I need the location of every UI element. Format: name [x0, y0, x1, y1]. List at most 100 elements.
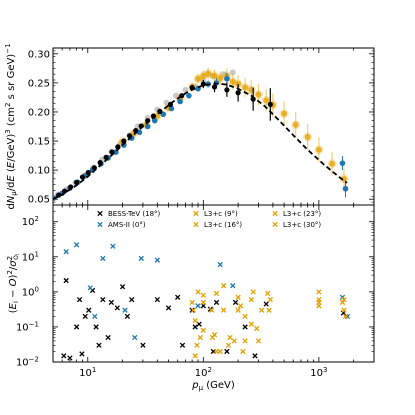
- l3c-marker: [240, 348, 246, 355]
- y-tick-label: 0.05: [28, 195, 50, 206]
- besstev-marker: [119, 284, 126, 290]
- besstev-marker: [63, 277, 69, 284]
- besstev-marker: [76, 296, 83, 303]
- x-tick-label: 101: [79, 366, 96, 379]
- ams-point: [339, 160, 346, 166]
- besstev-marker: [192, 324, 198, 330]
- l3c-marker-stroke: [341, 307, 347, 313]
- besstev-marker-stroke: [263, 301, 269, 307]
- l3c-marker-stroke: [192, 318, 198, 324]
- amsii-marker-stroke: [154, 257, 161, 263]
- amsii-marker-stroke: [138, 255, 144, 262]
- l3c-marker-stroke: [189, 299, 195, 306]
- ams-point: [177, 98, 183, 105]
- besstev-marker-stroke: [100, 296, 106, 303]
- l3c-marker: [254, 325, 260, 332]
- l3c-marker-stroke: [197, 334, 203, 341]
- l3c-marker: [189, 299, 195, 306]
- l3c-marker: [235, 307, 241, 313]
- l3c-marker: [211, 332, 218, 338]
- l3c-point: [211, 72, 218, 79]
- legend-marker: [193, 221, 199, 228]
- besstev-marker: [108, 299, 115, 306]
- l3c-marker: [221, 307, 227, 313]
- besstev-marker-stroke: [67, 355, 73, 361]
- l3c-marker-stroke: [266, 307, 272, 313]
- besstev-marker-stroke: [96, 342, 102, 348]
- l3c-marker: [190, 307, 197, 313]
- ams-point: [342, 185, 349, 192]
- besstev-marker-stroke: [79, 351, 85, 357]
- besstev-marker-stroke: [124, 313, 131, 320]
- l3c-point: [154, 113, 161, 120]
- amsii-marker-stroke: [73, 242, 80, 248]
- l3c-point: [229, 78, 236, 85]
- l3c-point: [292, 121, 299, 128]
- besstev-marker: [114, 305, 120, 311]
- besstev-marker-stroke: [192, 324, 198, 330]
- legend-marker: [272, 221, 278, 228]
- besstev-marker-stroke: [114, 305, 120, 311]
- amsii-marker: [92, 313, 98, 320]
- amsii-marker-stroke: [100, 255, 106, 262]
- l3c-marker: [250, 289, 256, 295]
- l3c-marker: [242, 313, 248, 320]
- besstev-marker-stroke: [89, 287, 96, 294]
- x-tick-label: 102: [195, 366, 212, 379]
- l3c-point: [281, 110, 288, 117]
- l3c-marker: [341, 296, 347, 303]
- bess-point: [56, 192, 62, 198]
- y-tick-label: 10−1: [16, 320, 39, 333]
- legend-marker-stroke: [272, 221, 278, 228]
- legend-marker: [97, 210, 103, 217]
- y-tick-label: 0.20: [28, 107, 50, 118]
- besstev-marker: [189, 307, 195, 313]
- l3c-marker-stroke: [242, 313, 248, 320]
- l3c-marker: [248, 296, 254, 303]
- l3c-marker: [213, 290, 220, 297]
- l3c-marker: [194, 342, 200, 348]
- top-y-axis-label: dNμ/dE (E/GeV)3 (cm2 s sr GeV)−1: [4, 43, 18, 209]
- l3c-marker: [235, 294, 241, 300]
- l3c-marker: [266, 307, 272, 313]
- legend-entry: L3+c (16°): [204, 221, 242, 229]
- besstev-marker-stroke: [86, 307, 92, 313]
- legend-marker-stroke: [97, 210, 103, 217]
- ams-point: [144, 123, 151, 130]
- l3c-marker-stroke: [248, 296, 254, 303]
- y-tick-label: 0.30: [28, 49, 50, 60]
- l3c-marker-stroke: [221, 283, 227, 289]
- l3c-marker-stroke: [217, 348, 223, 355]
- bottom-axes-frame: [52, 204, 375, 363]
- legend-entry: L3+c (23°): [283, 210, 321, 218]
- besstev-marker: [86, 307, 92, 313]
- l3c-point: [329, 160, 336, 167]
- besstev-marker: [67, 355, 73, 361]
- besstev-marker: [124, 313, 131, 320]
- l3c-marker-stroke: [341, 296, 347, 303]
- l3c-point: [205, 70, 212, 77]
- l3c-point: [217, 75, 224, 82]
- x-tick-label: 103: [310, 366, 327, 379]
- l3c-marker: [339, 299, 346, 306]
- besstev-marker: [242, 324, 248, 330]
- l3c-marker-stroke: [339, 299, 346, 306]
- legend: BESS-TeV (18°) AMS-II (0°) L3+c (9°) L3+c (…: [97, 210, 321, 229]
- l3c-marker-stroke: [240, 348, 246, 355]
- bottom-panel: 101 102 103 10−2 10−1 100 101 102 (Ei − O)2/σ2Oi…: [6, 204, 375, 392]
- legend-marker: [272, 210, 278, 217]
- l3c-marker-stroke: [264, 290, 271, 297]
- besstev-marker: [129, 296, 135, 303]
- y-tick-label: 101: [22, 250, 39, 263]
- grey-point: [172, 92, 179, 99]
- besstev-marker: [73, 324, 80, 330]
- l3c-marker-stroke: [195, 289, 201, 295]
- besstev-marker: [61, 353, 67, 359]
- l3c-marker: [227, 334, 233, 341]
- l3c-marker-stroke: [235, 294, 241, 300]
- l3c-marker: [217, 348, 223, 355]
- besstev-marker-stroke: [175, 294, 181, 300]
- bess-point: [235, 90, 241, 96]
- besstev-marker-stroke: [154, 296, 161, 303]
- y-tick-label: 10−2: [16, 356, 39, 369]
